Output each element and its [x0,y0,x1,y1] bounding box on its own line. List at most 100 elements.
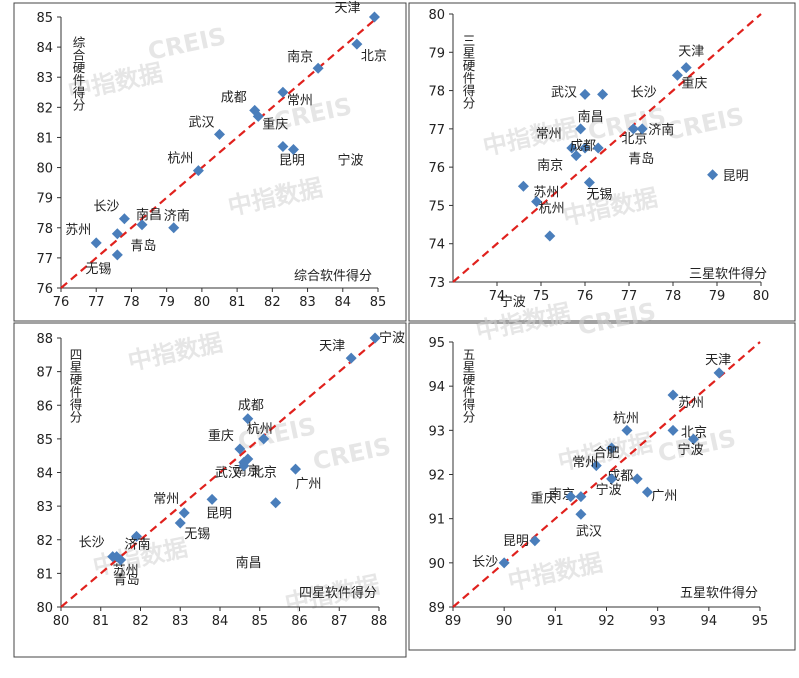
x-tick-label: 78 [123,295,140,310]
data-point [579,88,591,100]
data-point [575,123,587,135]
data-label: 杭州 [539,202,565,217]
x-tick-label: 76 [53,295,70,310]
data-point [636,123,648,135]
x-tick-label: 93 [649,614,666,629]
data-label: 苏州 [113,563,139,579]
data-point [631,473,643,485]
data-label: 长沙 [93,200,119,215]
data-label: 无锡 [184,527,210,542]
data-label: 广州 [651,489,677,504]
data-point [667,389,679,401]
x-axis-title: 三星软件得分 [689,266,767,282]
data-label: 昆明 [279,153,305,168]
data-point [242,413,254,425]
y-tick-label: 76 [428,161,445,176]
x-tick-label: 74 [489,289,506,304]
data-point [575,508,587,520]
data-point [192,165,204,177]
data-point [368,11,380,23]
x-axis-title: 四星软件得分 [299,585,377,601]
x-tick-label: 81 [229,295,246,310]
x-tick-label: 95 [752,614,769,629]
data-point [627,123,639,135]
data-label: 长沙 [79,536,105,551]
data-label: 常州 [536,127,562,142]
data-point [531,196,543,208]
data-point [583,176,595,188]
data-label: 济南 [648,122,674,138]
data-point [174,517,186,529]
data-point [111,249,123,261]
x-tick-label: 84 [335,295,352,310]
data-label: 杭州 [167,152,193,167]
data-point [517,180,529,192]
data-point [111,228,123,240]
data-point [570,150,582,162]
data-point [290,463,302,475]
data-point [707,169,719,181]
data-label: 昆明 [206,506,232,521]
data-label: 昆明 [723,169,749,184]
x-tick-label: 87 [331,614,348,629]
data-label: 南昌 [236,555,262,571]
data-label: 武汉 [215,466,241,481]
y-tick-label: 84 [36,41,53,56]
data-label: 无锡 [85,262,111,277]
y-tick-label: 78 [36,222,53,237]
data-label: 苏州 [678,395,704,411]
data-label: 重庆 [681,75,707,91]
x-tick-label: 79 [158,295,175,310]
y-tick-label: 79 [428,46,445,61]
x-axis-title: 五星软件得分 [680,585,758,601]
x-tick-label: 78 [665,289,682,304]
data-point [590,460,602,472]
data-point [270,497,282,509]
data-point [566,142,578,154]
data-label: 常州 [287,93,313,108]
y-tick-label: 76 [36,282,53,297]
x-tick-label: 77 [621,289,638,304]
data-label: 青岛 [114,572,140,588]
data-label: 广州 [296,477,322,492]
data-label: 宁波 [596,482,622,498]
x-tick-label: 79 [709,289,726,304]
data-point [667,424,679,436]
y-tick-label: 89 [428,601,445,616]
data-point [287,143,299,155]
data-point [90,237,102,249]
data-label: 长沙 [472,555,498,570]
data-label: 武汉 [576,524,602,539]
y-tick-label: 77 [428,123,445,138]
x-tick-label: 85 [251,614,268,629]
data-label: 常州 [572,456,598,471]
x-tick-label: 82 [264,295,281,310]
y-tick-label: 79 [36,192,53,207]
x-axis-title: 综合软件得分 [294,268,372,284]
data-point [606,442,618,454]
y-tick-label: 90 [428,557,445,572]
y-tick-label: 82 [36,101,53,116]
y-tick-label: 81 [36,131,53,146]
data-label: 北京 [621,132,647,147]
y-tick-label: 93 [428,424,445,439]
data-point [136,219,148,231]
data-point [687,433,699,445]
data-label: 青岛 [130,238,156,254]
y-tick-label: 86 [36,399,53,414]
y-tick-label: 75 [428,199,445,214]
data-label: 宁波 [337,152,363,168]
data-point [529,535,541,547]
data-point [351,38,363,50]
reference-line [60,16,379,289]
y-tick-label: 77 [36,252,53,267]
data-point [575,491,587,503]
data-label: 成都 [221,90,247,105]
panel-frame [13,322,407,658]
data-label: 天津 [705,353,731,368]
y-tick-label: 84 [36,467,53,482]
data-point [206,493,218,505]
y-tick-label: 80 [36,162,53,177]
